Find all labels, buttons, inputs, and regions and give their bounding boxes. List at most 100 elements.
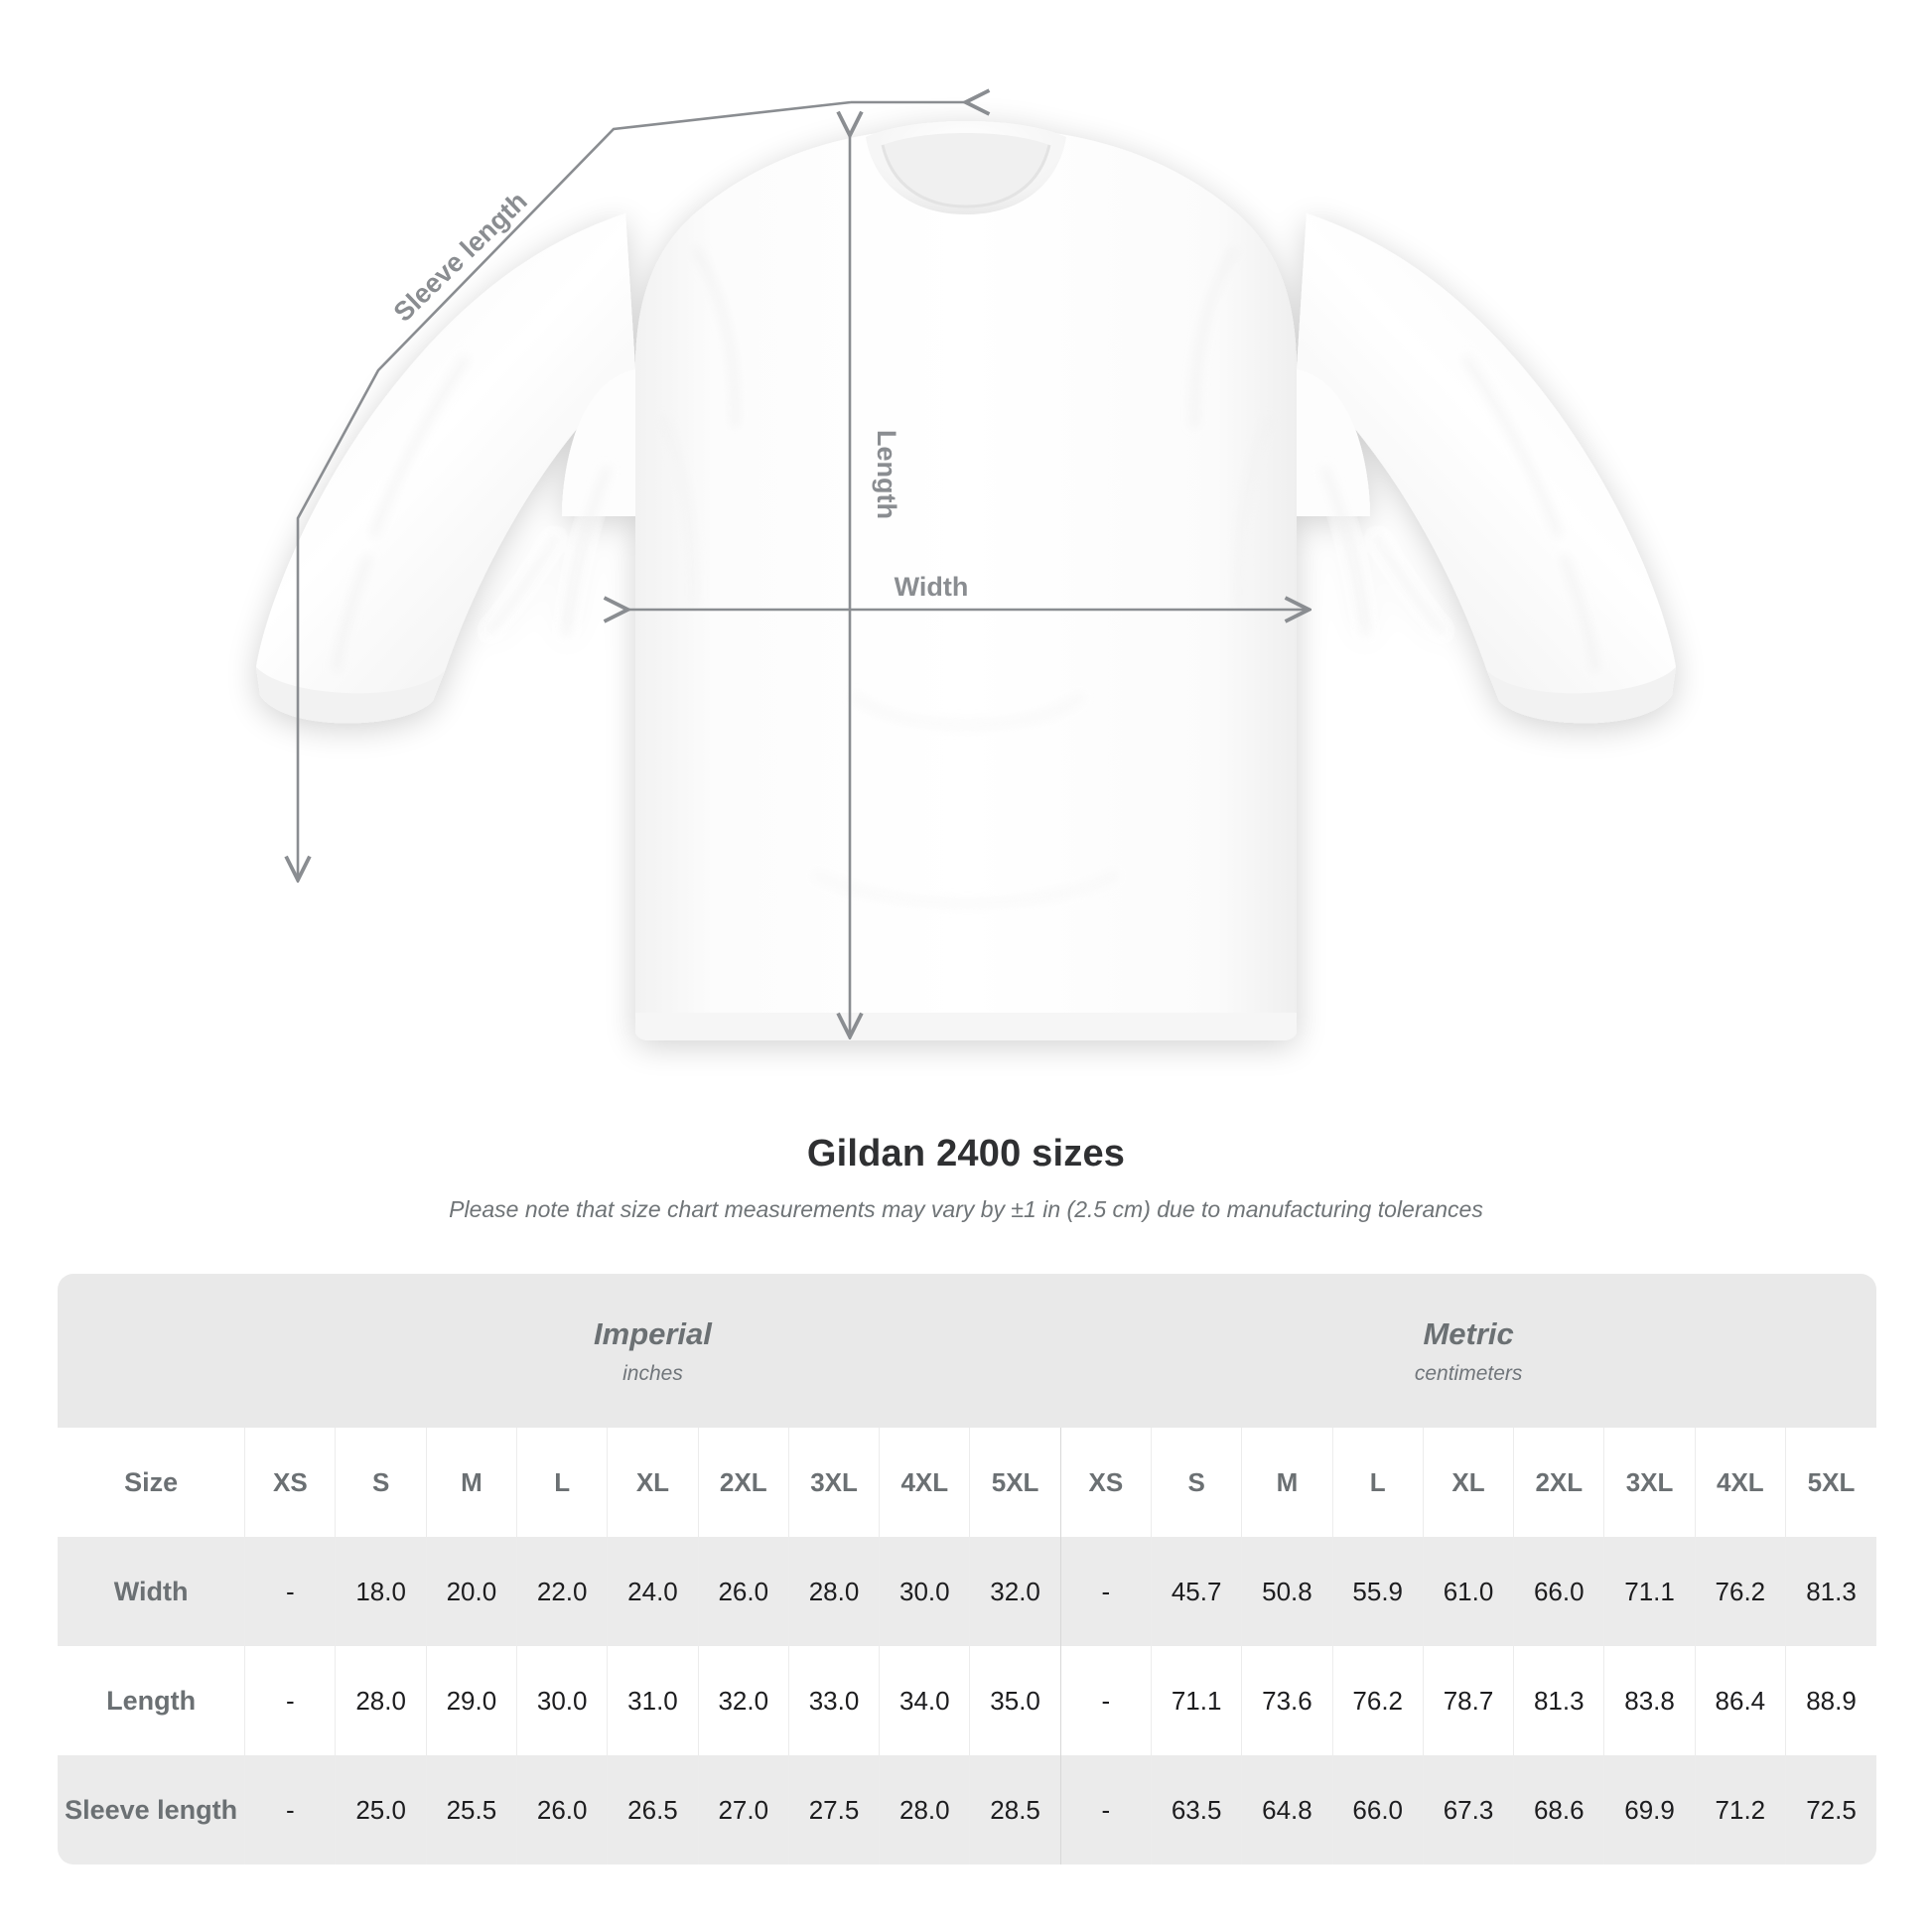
unit-subtitle: centimeters [1414, 1361, 1523, 1385]
cell-length-metric-3xl: 83.8 [1603, 1646, 1696, 1755]
cell-length-metric-m: 73.6 [1241, 1646, 1333, 1755]
size-header-cell-metric-3xl: 3XL [1603, 1428, 1696, 1537]
cell-width-metric-s: 45.7 [1151, 1537, 1242, 1646]
cell-width-imperial-xl: 24.0 [607, 1537, 699, 1646]
cell-width-imperial-3xl: 28.0 [787, 1537, 880, 1646]
size-header-cell-metric-m: M [1241, 1428, 1333, 1537]
cell-length-imperial-l: 30.0 [516, 1646, 608, 1755]
width-annotation: Width [625, 572, 1307, 610]
size-header-cell-metric-5xl: 5XL [1784, 1428, 1876, 1537]
row-label-sleeve-length: Sleeve length [58, 1755, 245, 1864]
cell-length-imperial-3xl: 33.0 [787, 1646, 880, 1755]
cell-sleeve-length-imperial-4xl: 28.0 [879, 1755, 970, 1864]
cell-length-imperial-xs: - [244, 1646, 336, 1755]
cell-length-imperial-5xl: 35.0 [969, 1646, 1061, 1755]
cell-width-imperial-s: 18.0 [335, 1537, 427, 1646]
empty-value: - [1101, 1794, 1111, 1825]
size-header-label: Size [58, 1428, 245, 1537]
cell-length-metric-5xl: 88.9 [1784, 1646, 1876, 1755]
shirt-diagram-svg: Sleeve length Length Width [256, 0, 1676, 1040]
shirt-body [635, 127, 1297, 1040]
size-header-cell-imperial-2xl: 2XL [697, 1428, 789, 1537]
cell-width-metric-l: 55.9 [1331, 1537, 1424, 1646]
unit-header-row: Imperial inches Metric centimeters [58, 1274, 1876, 1428]
size-header-cell-metric-xl: XL [1422, 1428, 1514, 1537]
shirt-graphic [256, 121, 1676, 1040]
cell-sleeve-length-imperial-xl: 26.5 [607, 1755, 699, 1864]
cell-width-imperial-5xl: 32.0 [969, 1537, 1061, 1646]
cell-width-imperial-xs: - [244, 1537, 336, 1646]
size-header-cell-imperial-3xl: 3XL [787, 1428, 880, 1537]
collar-rib [881, 144, 1051, 208]
table-row: Width - 18.0 20.0 22.0 24.0 26.0 28.0 30.0 32.0 - 4… [58, 1537, 1876, 1646]
row-label-width: Width [58, 1537, 245, 1646]
unit-row-spacer [58, 1274, 245, 1428]
size-header-cell-imperial-xl: XL [607, 1428, 699, 1537]
size-header-cell-imperial-l: L [516, 1428, 608, 1537]
cell-sleeve-length-imperial-xs: - [244, 1755, 336, 1864]
cell-width-metric-5xl: 81.3 [1784, 1537, 1876, 1646]
cell-width-metric-xs: - [1059, 1537, 1152, 1646]
cell-sleeve-length-imperial-5xl: 28.5 [969, 1755, 1061, 1864]
empty-value: - [1101, 1576, 1111, 1606]
cell-sleeve-length-metric-3xl: 69.9 [1603, 1755, 1696, 1864]
cell-length-imperial-s: 28.0 [335, 1646, 427, 1755]
table-row: Sleeve length -25.0 25.5 26.0 26.5 27.0 27.5 28… [58, 1755, 1876, 1864]
cell-length-metric-s: 71.1 [1151, 1646, 1242, 1755]
cell-length-metric-4xl: 86.4 [1694, 1646, 1786, 1755]
cell-width-imperial-4xl: 30.0 [879, 1537, 970, 1646]
right-cuff [1487, 667, 1676, 724]
unit-header-imperial: Imperial inches [244, 1274, 1061, 1428]
size-table-container: Imperial inches Metric centimeters Size XS S M L… [58, 1274, 1876, 1864]
cell-sleeve-length-metric-s: 63.5 [1151, 1755, 1242, 1864]
cell-length-metric-l: 76.2 [1331, 1646, 1424, 1755]
left-cuff [256, 667, 445, 724]
cell-width-metric-2xl: 66.0 [1513, 1537, 1604, 1646]
collar-inner [883, 133, 1049, 207]
cell-sleeve-length-metric-5xl: 72.5 [1784, 1755, 1876, 1864]
cell-width-imperial-m: 20.0 [425, 1537, 517, 1646]
tolerance-note: Please note that size chart measurements… [449, 1195, 1483, 1222]
cell-width-metric-m: 50.8 [1241, 1537, 1333, 1646]
size-header-row: Size XS S M L XL 2XL 3XL 4XL 5XL XS S M L XL 2XL 3XL 4XL 5… [58, 1428, 1876, 1537]
cell-length-imperial-xl: 31.0 [607, 1646, 699, 1755]
table-row: Length - 28.0 29.0 30.0 31.0 32.0 33.0 34.0 35.0 -… [58, 1646, 1876, 1755]
width-label: Width [895, 572, 969, 602]
empty-value: - [286, 1685, 295, 1716]
bottom-hem [635, 1013, 1297, 1040]
cell-length-imperial-2xl: 32.0 [697, 1646, 789, 1755]
size-table: Imperial inches Metric centimeters Size XS S M L… [58, 1274, 1876, 1864]
unit-header-metric: Metric centimeters [1060, 1274, 1876, 1428]
cell-width-imperial-l: 22.0 [516, 1537, 608, 1646]
cell-sleeve-length-metric-2xl: 68.6 [1513, 1755, 1604, 1864]
cell-sleeve-length-metric-xl: 67.3 [1422, 1755, 1514, 1864]
left-shoulder-blend [562, 369, 635, 516]
size-header-cell-imperial-s: S [335, 1428, 427, 1537]
cell-length-imperial-m: 29.0 [425, 1646, 517, 1755]
cell-length-metric-xl: 78.7 [1422, 1646, 1514, 1755]
title-block: Gildan 2400 sizes Please note that size … [0, 1132, 1932, 1224]
empty-value: - [286, 1576, 295, 1606]
cell-sleeve-length-metric-xs: - [1059, 1755, 1152, 1864]
unit-subtitle: inches [622, 1361, 683, 1385]
cell-sleeve-length-imperial-3xl: 27.5 [787, 1755, 880, 1864]
length-label: Length [872, 430, 901, 519]
cell-length-metric-xs: - [1059, 1646, 1152, 1755]
size-header-cell-imperial-xs: XS [244, 1428, 336, 1537]
fabric-wrinkles [332, 246, 1600, 907]
cell-sleeve-length-imperial-m: 25.5 [425, 1755, 517, 1864]
unit-name: Metric [1423, 1316, 1514, 1352]
row-label-length: Length [58, 1646, 245, 1755]
cell-sleeve-length-metric-4xl: 71.2 [1694, 1755, 1786, 1864]
cell-width-metric-4xl: 76.2 [1694, 1537, 1786, 1646]
cell-sleeve-length-metric-m: 64.8 [1241, 1755, 1333, 1864]
sleeve-length-guide [298, 100, 852, 878]
size-header-cell-metric-4xl: 4XL [1694, 1428, 1786, 1537]
cell-width-metric-3xl: 71.1 [1603, 1537, 1696, 1646]
cell-width-imperial-2xl: 26.0 [697, 1537, 789, 1646]
cell-sleeve-length-imperial-s: 25.0 [335, 1755, 427, 1864]
page-title: Gildan 2400 sizes [806, 1133, 1126, 1174]
empty-value: - [1101, 1685, 1111, 1716]
unit-name: Imperial [594, 1316, 712, 1352]
